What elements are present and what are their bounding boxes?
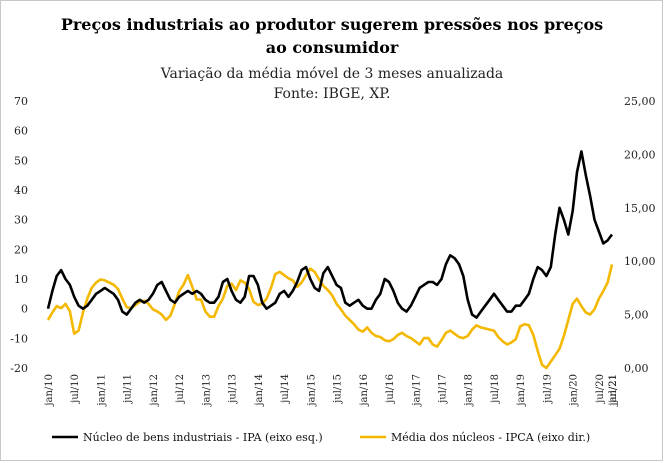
x-tick-label: jan/16 bbox=[359, 374, 370, 407]
y-left-tick-label: 40 bbox=[14, 184, 28, 197]
x-tick-label: jul/13 bbox=[228, 374, 239, 404]
y-axis-right: 25,00 20,00 15,00 10,00 5,00 0,00 bbox=[624, 95, 656, 375]
y-left-tick-label: -10 bbox=[10, 332, 28, 345]
y-left-tick-label: 50 bbox=[14, 154, 28, 167]
y-right-tick-label: 25,00 bbox=[624, 95, 656, 108]
x-tick-label: jan/11 bbox=[96, 374, 107, 407]
x-tick-label: jan/10 bbox=[44, 374, 55, 407]
chart-title-line2: ao consumidor bbox=[266, 38, 399, 57]
x-tick-label: jan/19 bbox=[516, 374, 527, 407]
y-left-tick-label: 0 bbox=[21, 303, 28, 316]
series-line-1 bbox=[46, 264, 614, 370]
x-tick-label: jan/20 bbox=[569, 374, 580, 407]
y-left-tick-label: 30 bbox=[14, 214, 28, 227]
legend-label-1: Média dos núcleos - IPCA (eixo dir.) bbox=[391, 431, 590, 444]
x-tick-label: jul/12 bbox=[175, 374, 186, 404]
x-tick-label: jul/15 bbox=[333, 374, 344, 404]
x-tick-label: jul/16 bbox=[385, 374, 396, 404]
x-tick-label: jul/11 bbox=[123, 374, 134, 404]
series-line-0 bbox=[46, 150, 614, 319]
x-tick-label: jan/17 bbox=[411, 374, 422, 407]
x-tick-label: jul/10 bbox=[70, 374, 81, 404]
x-tick-label: jan/14 bbox=[254, 374, 265, 407]
x-tick-label: jul/19 bbox=[542, 374, 553, 404]
x-tick-label: jul/14 bbox=[280, 374, 291, 404]
x-tick-label: jul/21 bbox=[608, 374, 619, 404]
legend: Núcleo de bens industriais - IPA (eixo e… bbox=[52, 431, 590, 444]
x-tick-label: jul/17 bbox=[437, 374, 448, 404]
y-left-tick-label: 20 bbox=[14, 243, 28, 256]
y-right-tick-label: 20,00 bbox=[624, 148, 656, 161]
y-right-tick-label: 10,00 bbox=[624, 255, 656, 268]
y-right-tick-label: 0,00 bbox=[624, 362, 649, 375]
chart-source: Fonte: IBGE, XP. bbox=[274, 86, 391, 102]
chart-subtitle: Variação da média móvel de 3 meses anual… bbox=[160, 66, 504, 82]
y-left-tick-label: -20 bbox=[10, 362, 28, 375]
y-axis-left: 70 60 50 40 30 20 10 0 -10 -20 bbox=[10, 95, 28, 375]
x-tick-label: jul/18 bbox=[490, 374, 501, 404]
legend-label-0: Núcleo de bens industriais - IPA (eixo e… bbox=[83, 431, 323, 444]
chart-title-line1: Preços industriais ao produtor sugerem p… bbox=[61, 15, 603, 34]
x-tick-label: jul/20 bbox=[595, 374, 606, 404]
y-right-tick-label: 5,00 bbox=[624, 309, 649, 322]
y-left-tick-label: 60 bbox=[14, 125, 28, 138]
x-tick-label: jan/21 bbox=[608, 374, 619, 407]
x-axis: jan/10 jul/10 jan/11 jul/11 jan/12 jul/12 jan/… bbox=[44, 374, 619, 407]
x-tick-label: jan/12 bbox=[149, 374, 160, 407]
series-lines bbox=[46, 150, 614, 370]
x-tick-label: jan/13 bbox=[201, 374, 212, 407]
x-tick-label: jan/18 bbox=[464, 374, 475, 407]
y-left-tick-label: 70 bbox=[14, 95, 28, 108]
y-right-tick-label: 15,00 bbox=[624, 202, 656, 215]
y-left-tick-label: 10 bbox=[14, 273, 28, 286]
x-tick-label: jan/15 bbox=[306, 374, 317, 407]
